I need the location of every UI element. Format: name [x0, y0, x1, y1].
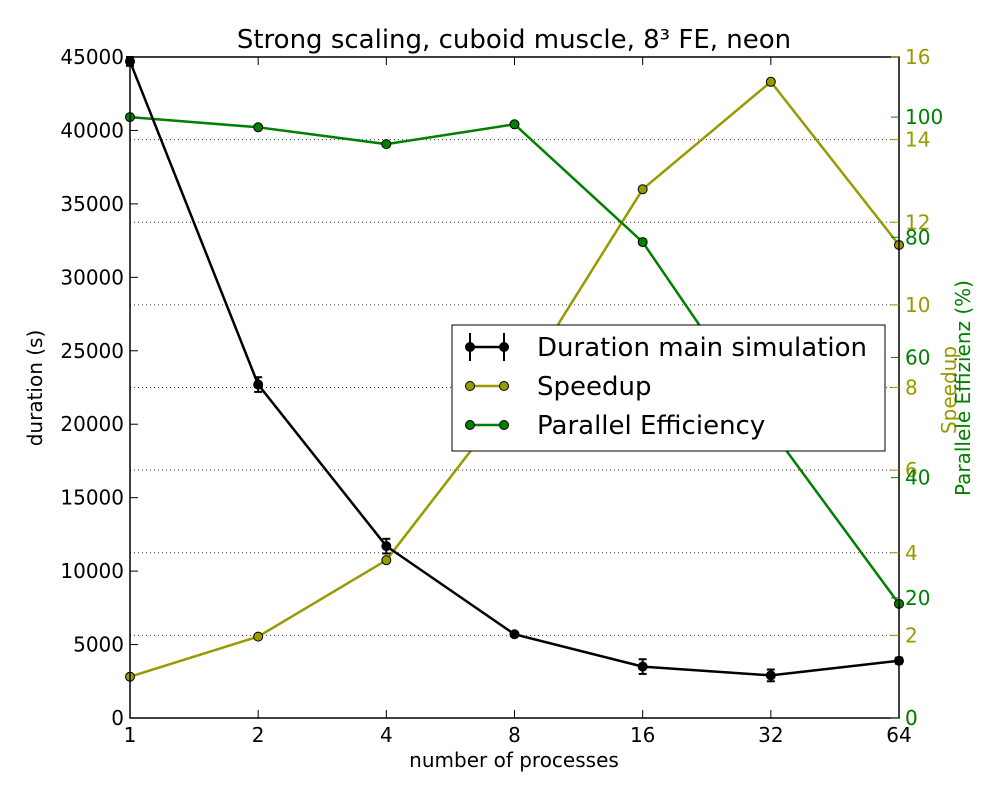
x-tick-label: 8 [508, 723, 521, 747]
y-tick-label-efficiency: 0 [905, 706, 918, 730]
legend-marker-duration [465, 342, 475, 352]
x-tick-label: 16 [630, 723, 655, 747]
legend-label-speedup: Speedup [537, 372, 652, 402]
legend-label-duration: Duration main simulation [537, 333, 867, 363]
legend-marker-speedup [499, 381, 509, 391]
x-tick-label: 1 [124, 723, 137, 747]
data-point-efficiency [381, 139, 392, 150]
y-tick-label-speedup: 8 [905, 376, 918, 400]
x-tick-label: 4 [380, 723, 393, 747]
y-tick-label: 10000 [60, 559, 124, 583]
y-axis-label-speedup: Speedup [937, 346, 961, 434]
y-tick-label-efficiency: 20 [905, 586, 930, 610]
y-tick-label: 35000 [60, 192, 124, 216]
y-tick-label: 25000 [60, 339, 124, 363]
y-tick-label: 30000 [60, 265, 124, 289]
y-tick-label: 15000 [60, 486, 124, 510]
y-tick-label-speedup: 4 [905, 541, 918, 565]
y-tick-label-speedup: 0 [905, 706, 918, 730]
y-tick-label-speedup: 10 [905, 293, 930, 317]
y-tick-label-speedup: 2 [905, 623, 918, 647]
y-axis-label: duration (s) [23, 330, 47, 447]
y-tick-label: 45000 [60, 45, 124, 69]
data-point-duration [381, 541, 392, 552]
data-point-efficiency [253, 122, 264, 133]
legend-item-duration: Duration main simulation [465, 333, 867, 363]
y-tick-label: 0 [111, 706, 124, 730]
data-point-efficiency [509, 119, 520, 130]
y-tick-label-efficiency: 40 [905, 466, 930, 490]
data-point-speedup [765, 76, 776, 87]
legend: Duration main simulation Speedup Paralle… [451, 324, 886, 452]
legend-label-efficiency: Parallel Efficiency [537, 411, 765, 441]
legend-marker-efficiency [465, 420, 475, 430]
y-tick-label-speedup: 16 [905, 45, 930, 69]
data-point-duration [253, 379, 264, 390]
y-tick-label-efficiency: 80 [905, 225, 930, 249]
legend-item-efficiency: Parallel Efficiency [465, 411, 765, 441]
chart-title: Strong scaling, cuboid muscle, 8³ FE, ne… [237, 25, 791, 55]
data-point-speedup [637, 184, 648, 195]
y-axis-label-efficiency: Parallele Effizienz (%) [951, 280, 975, 496]
legend-marker-speedup [465, 381, 475, 391]
y-tick-label: 5000 [73, 633, 124, 657]
x-tick-label: 2 [252, 723, 265, 747]
data-point-efficiency [637, 237, 648, 248]
legend-marker-duration [499, 342, 509, 352]
x-tick-label: 32 [758, 723, 783, 747]
x-axis-label: number of processes [409, 748, 619, 772]
data-point-duration [637, 661, 648, 672]
y-tick-label: 20000 [60, 412, 124, 436]
legend-item-speedup: Speedup [465, 372, 652, 402]
y-tick-label: 40000 [60, 118, 124, 142]
y-tick-label-speedup: 14 [905, 128, 930, 152]
legend-marker-efficiency [499, 420, 509, 430]
data-point-speedup [381, 555, 392, 566]
x-tick-label: 64 [886, 723, 911, 747]
y-tick-label-speedup: 12 [905, 210, 930, 234]
y-tick-label-efficiency: 60 [905, 345, 930, 369]
y-tick-label-efficiency: 100 [905, 105, 943, 129]
y-tick-label-speedup: 6 [905, 458, 918, 482]
data-point-duration [509, 629, 520, 640]
data-point-duration [765, 670, 776, 681]
data-point-speedup [253, 631, 264, 642]
legend-box [451, 324, 886, 452]
axis-ticks: 1 2 4 8 16 32 64050001000015000200002500030000… [60, 45, 943, 747]
